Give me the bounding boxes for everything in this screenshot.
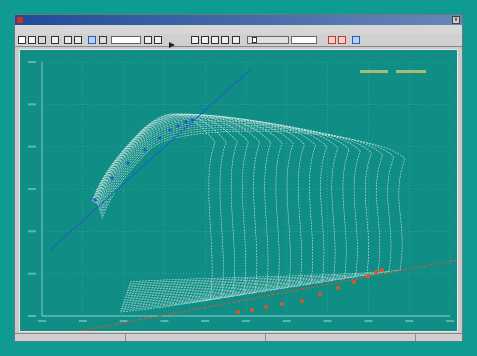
- x-tick-label: [323, 320, 332, 322]
- y-tick-label: [28, 272, 36, 275]
- next-icon[interactable]: [211, 36, 219, 44]
- step-icon[interactable]: [232, 36, 240, 44]
- blue-point: [126, 161, 130, 165]
- prev-icon[interactable]: [201, 36, 209, 44]
- y-tick-label: [28, 315, 36, 317]
- app-icon: [17, 17, 23, 23]
- red-point: [300, 299, 304, 303]
- series-line: [100, 126, 383, 286]
- red-point: [264, 305, 268, 309]
- y-tick-label: [28, 145, 36, 148]
- series-line: [98, 119, 339, 293]
- plot-area[interactable]: [19, 49, 458, 332]
- red-point: [366, 274, 370, 278]
- series-line: [92, 113, 227, 311]
- frame-slider[interactable]: [247, 36, 289, 44]
- blue-point: [184, 120, 188, 124]
- help-icon[interactable]: [352, 36, 360, 44]
- x-tick-label: [38, 320, 46, 322]
- zoom-out-icon[interactable]: [154, 36, 162, 44]
- blue-point: [158, 136, 162, 140]
- settings-icon[interactable]: [328, 36, 336, 44]
- status-cell-2: [265, 334, 416, 341]
- series-line: [99, 124, 372, 288]
- open-icon[interactable]: [28, 36, 36, 44]
- last-icon[interactable]: [221, 36, 229, 44]
- x-tick-label: [119, 320, 128, 322]
- series-line: [99, 122, 361, 290]
- chart-icon[interactable]: [88, 36, 96, 44]
- series-line: [101, 130, 406, 283]
- red-point: [374, 270, 378, 274]
- red-point: [336, 286, 340, 290]
- toolbar: [15, 34, 462, 48]
- blue-point: [143, 148, 147, 152]
- title-bar[interactable]: x: [15, 15, 462, 25]
- value-field[interactable]: [111, 36, 141, 44]
- x-tick-label: [364, 320, 373, 322]
- play-icon[interactable]: [168, 36, 176, 48]
- red-point: [380, 268, 384, 272]
- status-cell-1: [125, 334, 266, 341]
- print-icon[interactable]: [51, 36, 59, 44]
- frame-field[interactable]: [291, 36, 317, 44]
- new-icon[interactable]: [18, 36, 26, 44]
- series-line: [91, 113, 216, 313]
- blue-point: [93, 198, 97, 202]
- legend-entry-1: [360, 70, 388, 73]
- zoom-icon[interactable]: [144, 36, 152, 44]
- x-tick-label: [78, 320, 87, 322]
- series-line: [95, 115, 294, 300]
- x-tick-label: [201, 320, 210, 322]
- blue-trend-line: [49, 69, 251, 251]
- y-tick-label: [28, 188, 36, 190]
- blue-point: [190, 118, 194, 122]
- x-tick-label: [282, 320, 291, 322]
- red-point: [236, 310, 240, 314]
- status-bar: [15, 333, 462, 341]
- export-icon[interactable]: [338, 36, 346, 44]
- blue-point: [168, 128, 172, 132]
- first-icon[interactable]: [191, 36, 199, 44]
- paste-icon[interactable]: [74, 36, 82, 44]
- grid-icon[interactable]: [99, 36, 107, 44]
- red-point: [318, 292, 322, 296]
- menu-bar: [15, 25, 462, 34]
- x-tick-label: [242, 320, 250, 322]
- series-line: [94, 114, 261, 306]
- slider-thumb[interactable]: [252, 37, 257, 43]
- y-tick-label: [28, 103, 36, 106]
- series-line: [98, 121, 350, 292]
- red-point: [250, 308, 254, 312]
- copy-icon[interactable]: [64, 36, 72, 44]
- blue-point: [176, 124, 180, 128]
- blue-point: [110, 176, 114, 180]
- series-line: [95, 114, 283, 302]
- app-window: x: [14, 14, 463, 342]
- series-line: [97, 117, 316, 297]
- status-cell-3: [415, 334, 462, 341]
- series-line: [96, 116, 305, 299]
- series-line: [92, 113, 238, 309]
- red-point: [280, 302, 284, 306]
- red-trend-line: [79, 259, 457, 331]
- red-point: [352, 280, 356, 284]
- series-line: [101, 128, 395, 285]
- chart-svg: [28, 61, 457, 331]
- close-button[interactable]: x: [452, 16, 460, 24]
- y-tick-label: [28, 61, 36, 63]
- x-tick-label: [405, 320, 414, 322]
- y-tick-label: [28, 230, 36, 233]
- series-line: [94, 114, 272, 304]
- x-tick-label: [446, 320, 454, 322]
- x-tick-label: [160, 320, 169, 322]
- series-line: [97, 118, 328, 295]
- series-line: [93, 113, 249, 308]
- save-icon[interactable]: [38, 36, 46, 44]
- legend-entry-2: [396, 70, 426, 73]
